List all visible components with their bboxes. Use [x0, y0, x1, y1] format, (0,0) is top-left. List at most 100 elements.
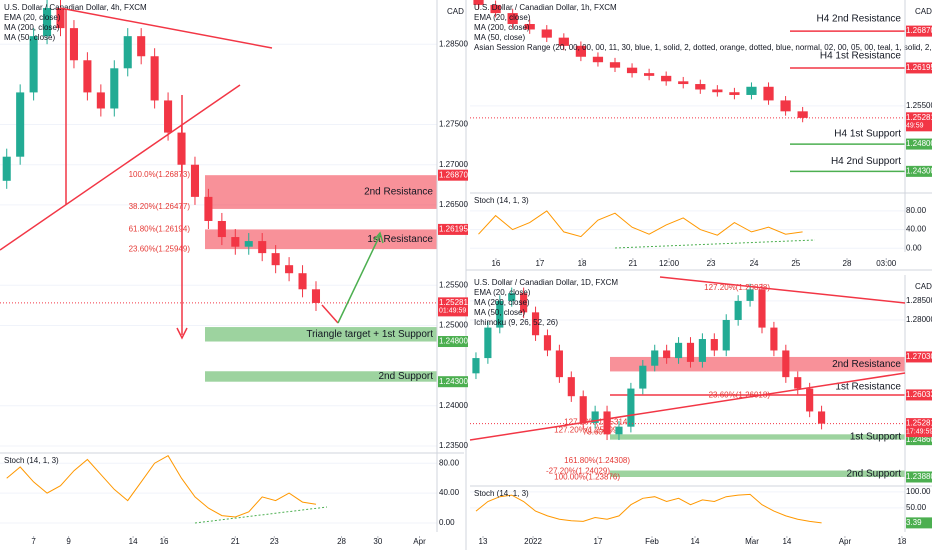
candle-body — [603, 411, 611, 435]
candle-body — [797, 111, 808, 118]
level-zone — [205, 371, 437, 382]
y-tick-label: 1.28500 — [906, 296, 932, 305]
drawings — [0, 7, 906, 524]
x-tick-label: 12:00 — [659, 259, 680, 268]
candle-body — [496, 300, 504, 328]
y-tick-label: 1.25500 — [906, 101, 932, 110]
level-text: 1st Resistance — [367, 234, 433, 245]
stoch-tick-label: 0.00 — [439, 518, 455, 527]
level-text: 2nd Support — [379, 371, 434, 382]
candle-body — [780, 100, 791, 112]
candle-body — [490, 4, 501, 14]
arrow-head — [176, 327, 188, 340]
level-zone — [610, 470, 905, 477]
level-price-box — [906, 62, 932, 74]
candle-body — [543, 335, 552, 351]
candle-body — [43, 8, 52, 37]
last-price-timer: 17:49:59 — [906, 428, 932, 435]
x-tick-label: Mar — [745, 537, 759, 546]
level-price: 1.24800 — [439, 337, 468, 346]
candle-body — [729, 92, 740, 95]
level-price: 1.24860 — [906, 435, 932, 444]
level-price-box — [906, 471, 932, 483]
x-tick-label: 16 — [491, 259, 500, 268]
candle-body — [698, 339, 706, 362]
candle-body — [579, 396, 587, 423]
legend-entry: MA (50, close) — [4, 33, 55, 42]
stoch-title: Stoch (14, 1, 3) — [4, 456, 59, 465]
candle-body — [244, 241, 253, 247]
x-tick-label: 21 — [231, 537, 240, 546]
stoch-tick-label: 40.00 — [439, 488, 460, 497]
candle-body — [2, 156, 11, 181]
x-tick-label: 14 — [782, 537, 791, 546]
level-text: 2nd Resistance — [364, 187, 433, 198]
fib-label: 100.0%(1.26873) — [129, 170, 191, 179]
x-tick-label: Apr — [413, 537, 426, 546]
candle-body — [507, 13, 518, 25]
x-tick-label: 25 — [791, 259, 800, 268]
level-text: H4 2nd Support — [831, 156, 901, 167]
candle-body — [651, 350, 659, 366]
price-pane: 1.28500 1.27500 1.27000 1.26500 1.25500 1.250… — [0, 0, 468, 546]
x-tick-label: 28 — [337, 537, 346, 546]
last-price-label: 1.25281 — [906, 419, 932, 428]
fib-label: 23.60%(1.25949) — [129, 244, 191, 253]
legend-entry: EMA (20, close) — [4, 13, 61, 22]
level-zone — [610, 434, 905, 440]
x-tick-label: 23 — [270, 537, 279, 546]
stoch-title: Stoch (14, 1, 3) — [474, 489, 529, 498]
candle-body — [473, 0, 484, 5]
trendline — [659, 276, 906, 304]
x-tick-label: 30 — [373, 537, 382, 546]
x-tick-label: Apr — [839, 537, 852, 546]
candle-body — [484, 327, 492, 359]
candle-body — [575, 45, 586, 57]
legend-entry: Asian Session Range (20, 00, 00, 00, 11,… — [474, 43, 932, 52]
last-price-label: 1.25281 — [906, 113, 932, 122]
level-text: Triangle target + 1st Support — [306, 329, 433, 340]
candle-body — [763, 86, 774, 101]
candle-body — [531, 312, 540, 336]
last-price-timer: 01:49:59 — [439, 308, 466, 315]
stoch-tick-label: 100.00 — [906, 487, 931, 496]
level-text: 1st Resistance — [835, 382, 901, 393]
level-price-box — [906, 389, 932, 401]
candle-body — [592, 56, 604, 63]
level-price-box — [906, 165, 932, 177]
fib-label: 78.60% — [583, 428, 610, 437]
x-tick-label: 14 — [691, 537, 700, 546]
currency: CAD — [447, 7, 464, 16]
candle-body — [712, 89, 723, 93]
candle-body — [644, 73, 655, 76]
x-tick-label: 18 — [578, 259, 587, 268]
x-tick-label: 7 — [31, 537, 36, 546]
candle-body — [678, 81, 689, 85]
y-tick-label: 1.26500 — [439, 200, 468, 209]
candle-body — [615, 426, 623, 435]
candle-body — [271, 253, 280, 266]
chart-title: U.S. Dollar / Canadian Dollar, 4h, FXCM — [4, 3, 147, 12]
candle-body — [591, 411, 599, 423]
candle-body — [520, 293, 528, 313]
chart-title: U.S. Dollar / Canadian Dollar, 1D, FXCM — [474, 278, 618, 287]
stoch-line — [6, 455, 317, 518]
candle-body — [110, 68, 119, 109]
level-text: 2nd Support — [847, 468, 902, 479]
candle-body — [555, 350, 563, 378]
level-price-box — [438, 223, 468, 235]
candle-body — [734, 300, 742, 320]
level-text: H4 2nd Resistance — [817, 14, 902, 25]
last-price-box — [906, 418, 932, 438]
y-tick-label: 1.24000 — [439, 401, 468, 410]
fib-label: 38.20%(1.26477) — [129, 202, 191, 211]
candle-body — [311, 289, 321, 303]
last-price-box — [906, 112, 932, 132]
level-price: 1.24300 — [439, 377, 468, 386]
y-tick-label: 1.25500 — [439, 280, 468, 289]
arrow-head — [373, 231, 384, 244]
level-price-box — [438, 169, 468, 181]
stoch-line — [475, 493, 822, 524]
candle-body — [746, 289, 754, 301]
